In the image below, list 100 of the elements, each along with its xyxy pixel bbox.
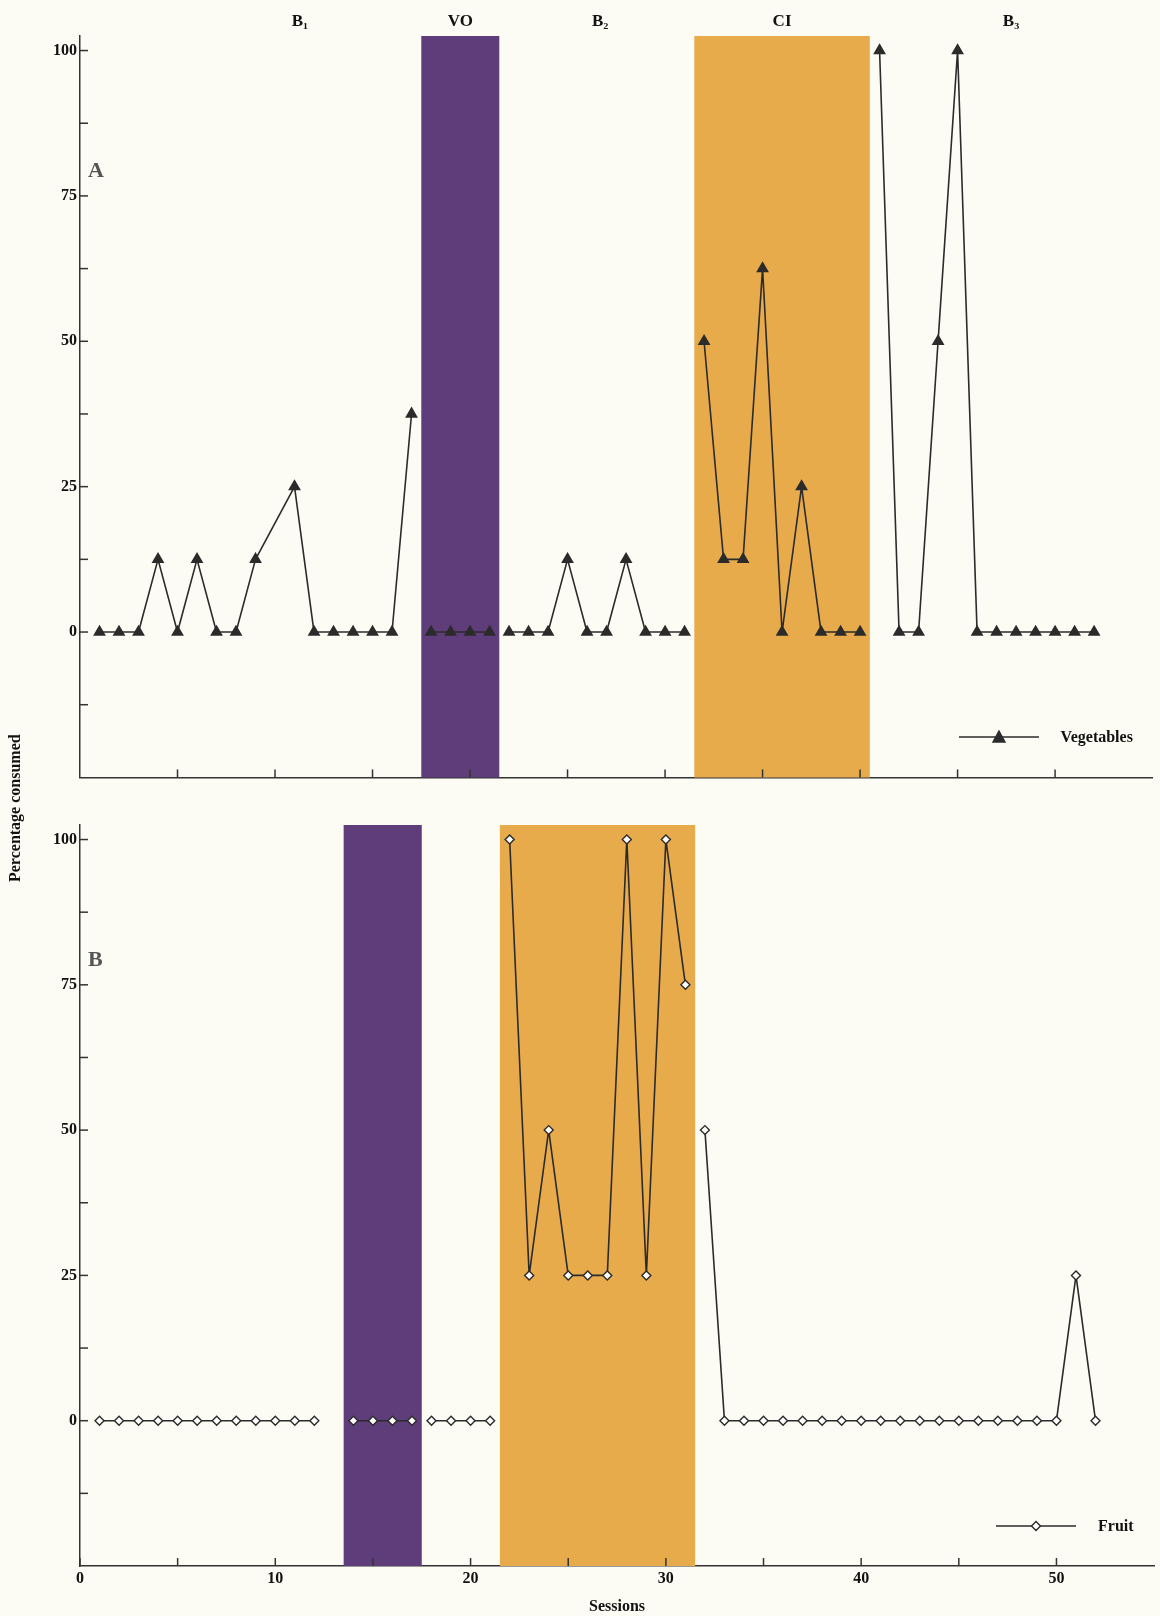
point <box>465 1415 476 1426</box>
point <box>914 1415 925 1426</box>
x-tick-label: 30 <box>657 1568 674 1586</box>
point <box>522 625 535 636</box>
y-tick-label: 0 <box>69 1410 77 1428</box>
point <box>834 625 847 636</box>
point <box>1012 1415 1023 1426</box>
point <box>855 1415 867 1426</box>
point <box>191 1415 203 1426</box>
point <box>797 1415 808 1426</box>
point <box>250 1415 261 1426</box>
point <box>386 625 398 636</box>
x-tick-label: 40 <box>853 1568 870 1586</box>
point <box>132 625 145 636</box>
point <box>309 1415 320 1426</box>
point <box>542 625 554 636</box>
point <box>659 625 671 636</box>
point <box>347 625 359 636</box>
point <box>425 625 437 636</box>
point <box>523 1270 535 1281</box>
point <box>816 1415 828 1426</box>
point <box>737 552 749 564</box>
point <box>1090 1415 1101 1426</box>
point <box>836 1415 847 1426</box>
y-tick-label: 100 <box>53 829 77 847</box>
point <box>990 625 1003 636</box>
point <box>308 625 320 636</box>
point <box>639 625 652 636</box>
point <box>210 625 223 636</box>
point <box>249 552 262 564</box>
point <box>348 1415 359 1426</box>
point <box>503 625 515 636</box>
x-axis-title: Sessions <box>589 1596 646 1614</box>
annotation: B <box>88 945 103 971</box>
y-tick-label: 75 <box>61 186 77 204</box>
point <box>483 625 496 636</box>
point <box>172 1415 183 1426</box>
x-tick-label: 50 <box>1048 1568 1065 1586</box>
point <box>600 625 613 636</box>
point <box>678 625 691 636</box>
y-tick-label: 50 <box>61 1120 77 1138</box>
point <box>270 1415 281 1426</box>
point <box>406 1415 418 1426</box>
point <box>484 1415 496 1426</box>
point <box>621 834 633 845</box>
point <box>543 1124 554 1136</box>
y-axis-title: Percentage consumed <box>6 734 24 882</box>
point <box>230 625 242 636</box>
point <box>953 1415 965 1426</box>
legend-label: Vegetables <box>1060 728 1133 747</box>
y-tick-label: 25 <box>61 1265 77 1283</box>
point <box>1088 625 1100 636</box>
annotation: A <box>88 156 104 182</box>
point <box>366 625 379 636</box>
point <box>620 552 632 564</box>
y-tick-label: 25 <box>61 476 77 494</box>
x-tick-label: 20 <box>462 1568 479 1586</box>
text: B₃ <box>1002 10 1020 30</box>
point <box>426 1415 437 1426</box>
point <box>152 1415 164 1426</box>
point <box>1029 625 1042 636</box>
point <box>660 834 672 845</box>
point <box>873 43 886 55</box>
point <box>405 407 418 418</box>
point <box>971 625 983 636</box>
point <box>581 625 593 636</box>
point <box>641 1270 652 1281</box>
point <box>445 1415 457 1426</box>
point <box>934 1415 945 1426</box>
point <box>191 552 203 564</box>
point <box>152 552 164 564</box>
point <box>288 479 301 491</box>
point <box>932 334 944 345</box>
point <box>777 1415 789 1426</box>
point <box>756 261 769 273</box>
point <box>444 625 457 636</box>
point <box>1049 625 1061 636</box>
legend-label: Fruit <box>1098 1517 1134 1535</box>
point <box>289 1415 301 1426</box>
y-tick-label: 100 <box>53 40 77 58</box>
point <box>171 625 184 636</box>
point <box>1010 625 1022 636</box>
text: B₂ <box>591 10 609 30</box>
y-tick-label: 50 <box>61 331 77 349</box>
point <box>973 1415 984 1426</box>
band-label: CI <box>772 10 792 30</box>
point <box>602 1270 613 1281</box>
text: B₁ <box>291 10 309 30</box>
point <box>893 625 905 636</box>
point <box>992 1415 1004 1426</box>
point <box>717 552 730 564</box>
point <box>563 1270 574 1281</box>
point <box>211 1415 222 1426</box>
band-label: VO <box>447 10 473 30</box>
point <box>327 625 340 636</box>
point <box>1051 1415 1062 1426</box>
point <box>561 552 574 564</box>
point <box>582 1270 593 1281</box>
point <box>94 1415 105 1426</box>
point <box>875 1415 886 1426</box>
